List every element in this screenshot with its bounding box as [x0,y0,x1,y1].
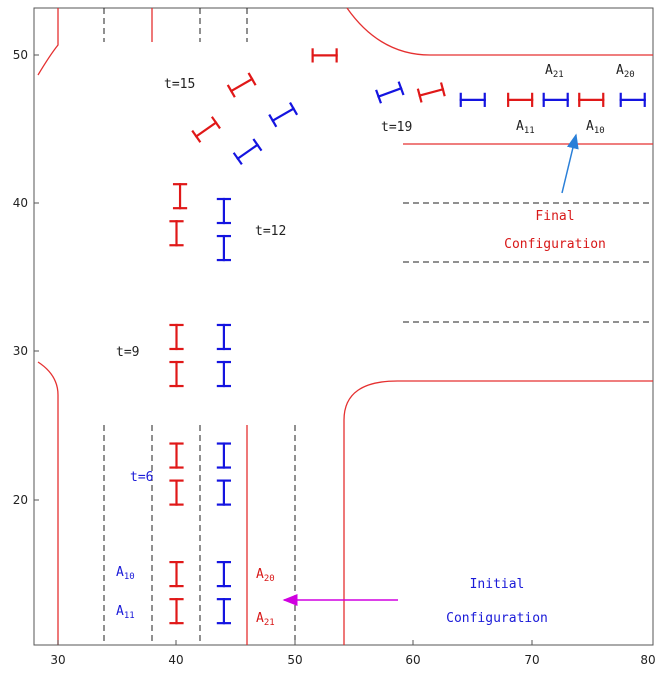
vehicle-marker-blue [216,360,231,388]
y-tick-label: 40 [13,196,28,210]
vehicle-marker-red [169,442,184,469]
vehicle-marker-blue [216,197,231,225]
vehicle-markers [169,48,646,625]
road-corner-bottom-left [37,361,59,396]
road-boundaries [37,7,653,645]
vehicle-marker-red [311,48,338,63]
final-config-caption-line1: Final [535,209,574,224]
x-tick-label: 60 [405,653,420,667]
axis-ticks [34,54,533,645]
vehicle-marker-blue [216,323,231,351]
time-label-t9: t=9 [116,345,139,360]
vehicle-marker-red [172,183,188,210]
initial-config-caption-line1: Initial [470,577,525,592]
vehicle-marker-blue [216,234,231,262]
lane-markings [103,8,653,645]
road-corner-top-right [346,7,653,56]
agent-label-a21-initial: A21 [256,611,275,628]
vehicle-marker-blue [619,92,646,107]
x-tick-label: 30 [50,653,65,667]
vehicle-marker-blue [216,560,231,588]
initial-config-caption-line2: Configuration [446,611,548,626]
time-label-t6: t=6 [130,470,153,485]
agent-label-a20-initial: A20 [256,567,275,584]
vehicle-marker-red [169,220,184,247]
vehicle-marker-red [169,598,184,625]
final-config-arrow [561,133,579,194]
vehicle-marker-blue [459,92,486,107]
x-tick-labels: 30 40 50 60 70 80 [50,653,655,667]
agent-label-a10-final: A10 [586,119,605,136]
vehicle-marker-blue [268,101,299,128]
time-label-t19: t=19 [381,120,412,135]
vehicle-marker-blue [216,598,231,625]
y-tick-label: 30 [13,344,28,358]
road-corner-top-left [37,8,59,76]
vehicle-marker-red [169,323,184,351]
x-tick-label: 50 [287,653,302,667]
agent-label-a11-initial: A11 [116,604,135,621]
agent-label-a10-initial: A10 [116,565,135,582]
agent-label-a11-final: A11 [516,119,535,136]
vehicle-marker-blue [375,81,405,104]
vehicle-marker-red [507,92,534,107]
vehicle-marker-red [169,479,184,506]
y-tick-label: 20 [13,493,28,507]
vehicle-marker-red [191,116,221,143]
vehicle-marker-red [578,92,605,107]
vehicle-marker-red [169,560,184,588]
y-tick-labels: 20 30 40 50 [13,48,28,507]
agent-label-a21-final: A21 [545,63,564,80]
vehicle-marker-blue [232,138,263,166]
y-tick-label: 50 [13,48,28,62]
road-corner-bottom-right [343,380,653,645]
vehicle-marker-blue [216,479,231,506]
time-label-t12: t=12 [255,224,286,239]
vehicle-marker-red [416,82,446,103]
agent-label-a20-final: A20 [616,63,635,80]
x-tick-label: 70 [524,653,539,667]
x-tick-label: 40 [168,653,183,667]
vehicle-marker-blue [216,442,231,469]
vehicle-marker-red [169,360,184,388]
time-label-t15: t=15 [164,77,195,92]
x-tick-label: 80 [640,653,655,667]
vehicle-marker-blue [542,92,569,107]
vehicle-marker-red [226,72,257,98]
final-config-caption-line2: Configuration [504,237,606,252]
